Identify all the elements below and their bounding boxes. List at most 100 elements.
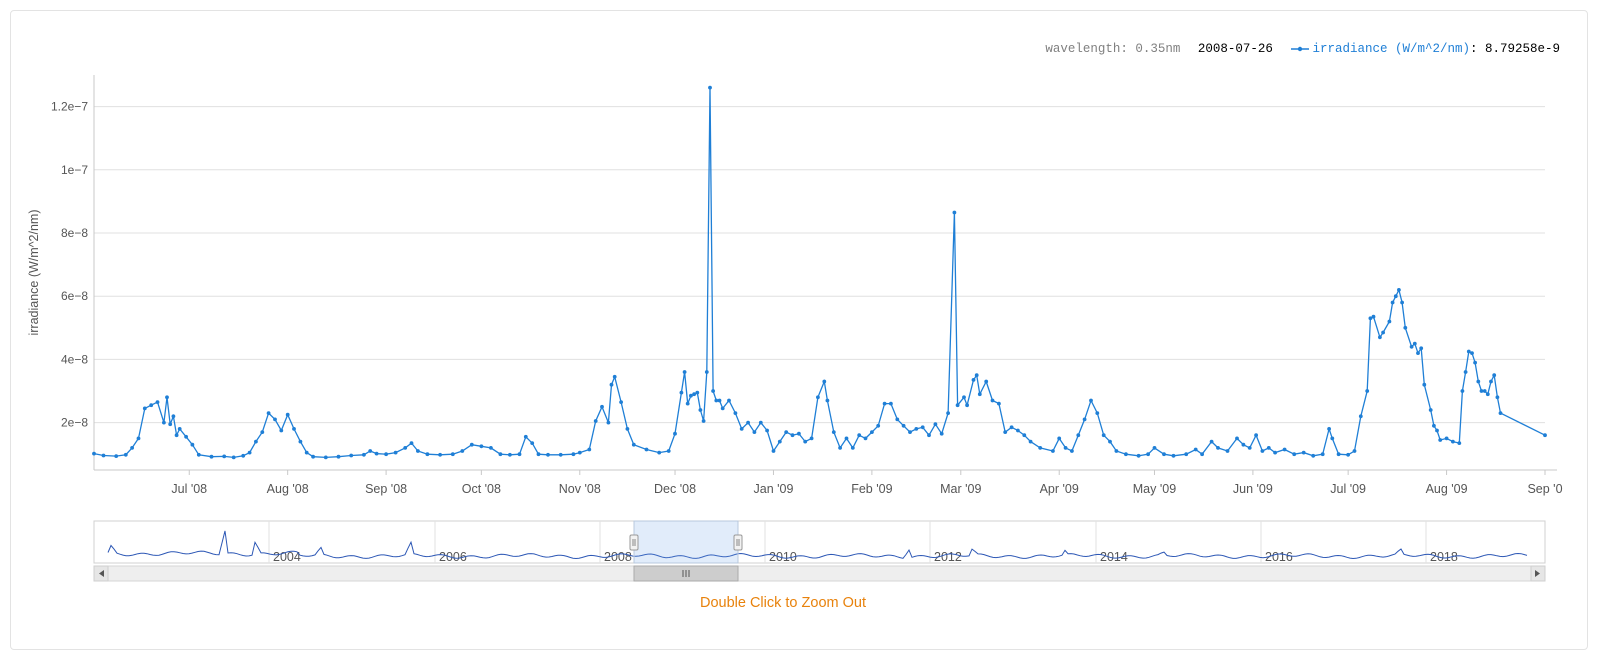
data-point[interactable] [489, 446, 493, 450]
data-point[interactable] [1136, 453, 1141, 458]
data-point[interactable] [984, 379, 989, 384]
data-point[interactable] [1292, 452, 1297, 457]
data-point[interactable] [666, 449, 671, 453]
data-point[interactable] [625, 427, 630, 431]
data-point[interactable] [1063, 446, 1068, 450]
data-point[interactable] [803, 439, 808, 444]
data-point[interactable] [1393, 294, 1398, 299]
data-point[interactable] [844, 436, 849, 441]
data-point[interactable] [908, 430, 912, 434]
data-point[interactable] [1193, 447, 1198, 452]
data-point[interactable] [336, 454, 341, 459]
data-point[interactable] [914, 427, 919, 431]
data-point[interactable] [1390, 300, 1395, 305]
data-point[interactable] [311, 454, 315, 459]
data-point[interactable] [546, 452, 550, 457]
data-point[interactable] [416, 449, 420, 453]
data-point[interactable] [460, 449, 465, 453]
data-point[interactable] [517, 452, 522, 457]
data-point[interactable] [1320, 452, 1325, 457]
data-point[interactable] [822, 379, 827, 384]
data-point[interactable] [469, 442, 474, 447]
data-point[interactable] [174, 433, 179, 438]
data-point[interactable] [695, 390, 700, 395]
data-point[interactable] [952, 210, 957, 215]
data-point[interactable] [241, 453, 246, 458]
data-point[interactable] [1266, 446, 1271, 450]
data-point[interactable] [523, 434, 528, 439]
data-point[interactable] [222, 454, 227, 459]
data-point[interactable] [974, 373, 979, 378]
data-point[interactable] [1089, 398, 1093, 403]
data-point[interactable] [606, 420, 611, 425]
data-point[interactable] [850, 446, 855, 450]
data-point[interactable] [273, 417, 277, 422]
data-point[interactable] [368, 449, 373, 453]
data-point[interactable] [114, 454, 119, 458]
data-point[interactable] [1184, 452, 1189, 457]
data-point[interactable] [838, 446, 842, 450]
data-point[interactable] [1152, 446, 1157, 450]
data-point[interactable] [1051, 449, 1055, 453]
data-point[interactable] [1171, 453, 1176, 458]
data-point[interactable] [1330, 436, 1335, 441]
data-point[interactable] [1254, 433, 1258, 438]
data-point[interactable] [374, 451, 379, 456]
data-point[interactable] [438, 452, 442, 457]
data-point[interactable] [292, 427, 296, 431]
data-point[interactable] [692, 392, 696, 397]
data-point[interactable] [962, 395, 966, 400]
data-point[interactable] [349, 453, 354, 458]
data-point[interactable] [1397, 288, 1401, 292]
data-point[interactable] [184, 434, 189, 439]
data-point[interactable] [149, 403, 154, 408]
data-point[interactable] [498, 452, 503, 457]
data-point[interactable] [1336, 452, 1341, 457]
data-point[interactable] [571, 452, 576, 457]
data-point[interactable] [955, 403, 960, 408]
data-point[interactable] [384, 452, 388, 457]
data-point[interactable] [1358, 414, 1363, 419]
data-point[interactable] [536, 452, 541, 457]
data-point[interactable] [971, 378, 976, 382]
data-point[interactable] [927, 433, 931, 438]
data-point[interactable] [1327, 427, 1331, 431]
data-point[interactable] [777, 439, 782, 444]
data-point[interactable] [1282, 447, 1287, 452]
data-point[interactable] [1381, 330, 1385, 335]
data-point[interactable] [587, 447, 592, 452]
data-point[interactable] [92, 451, 96, 456]
data-point[interactable] [1146, 452, 1150, 457]
data-point[interactable] [260, 430, 265, 434]
data-point[interactable] [1387, 319, 1392, 324]
data-point[interactable] [1260, 449, 1265, 453]
data-point[interactable] [765, 428, 769, 433]
data-point[interactable] [600, 404, 604, 409]
data-point[interactable] [1022, 433, 1027, 438]
data-point[interactable] [831, 430, 836, 434]
data-point[interactable] [1028, 439, 1033, 444]
data-point[interactable] [323, 455, 328, 460]
data-point[interactable] [657, 450, 662, 455]
data-point[interactable] [168, 422, 173, 427]
zoom-out-link[interactable]: Double Click to Zoom Out [699, 595, 866, 611]
data-point[interactable] [190, 442, 195, 447]
data-point[interactable] [479, 444, 484, 449]
data-point[interactable] [863, 436, 868, 441]
data-point[interactable] [1101, 433, 1106, 438]
data-point[interactable] [279, 428, 284, 433]
data-point[interactable] [1489, 379, 1493, 384]
data-point[interactable] [1038, 446, 1043, 450]
data-point[interactable] [304, 450, 309, 455]
data-point[interactable] [1225, 449, 1230, 453]
data-point[interactable] [403, 446, 408, 450]
data-point[interactable] [857, 433, 862, 438]
data-point[interactable] [450, 452, 455, 457]
data-point[interactable] [136, 436, 141, 441]
data-point[interactable] [739, 427, 744, 431]
data-point[interactable] [682, 370, 687, 374]
data-point[interactable] [1247, 446, 1252, 450]
data-point[interactable] [939, 431, 944, 436]
data-point[interactable] [870, 430, 874, 434]
data-point[interactable] [1273, 450, 1277, 455]
